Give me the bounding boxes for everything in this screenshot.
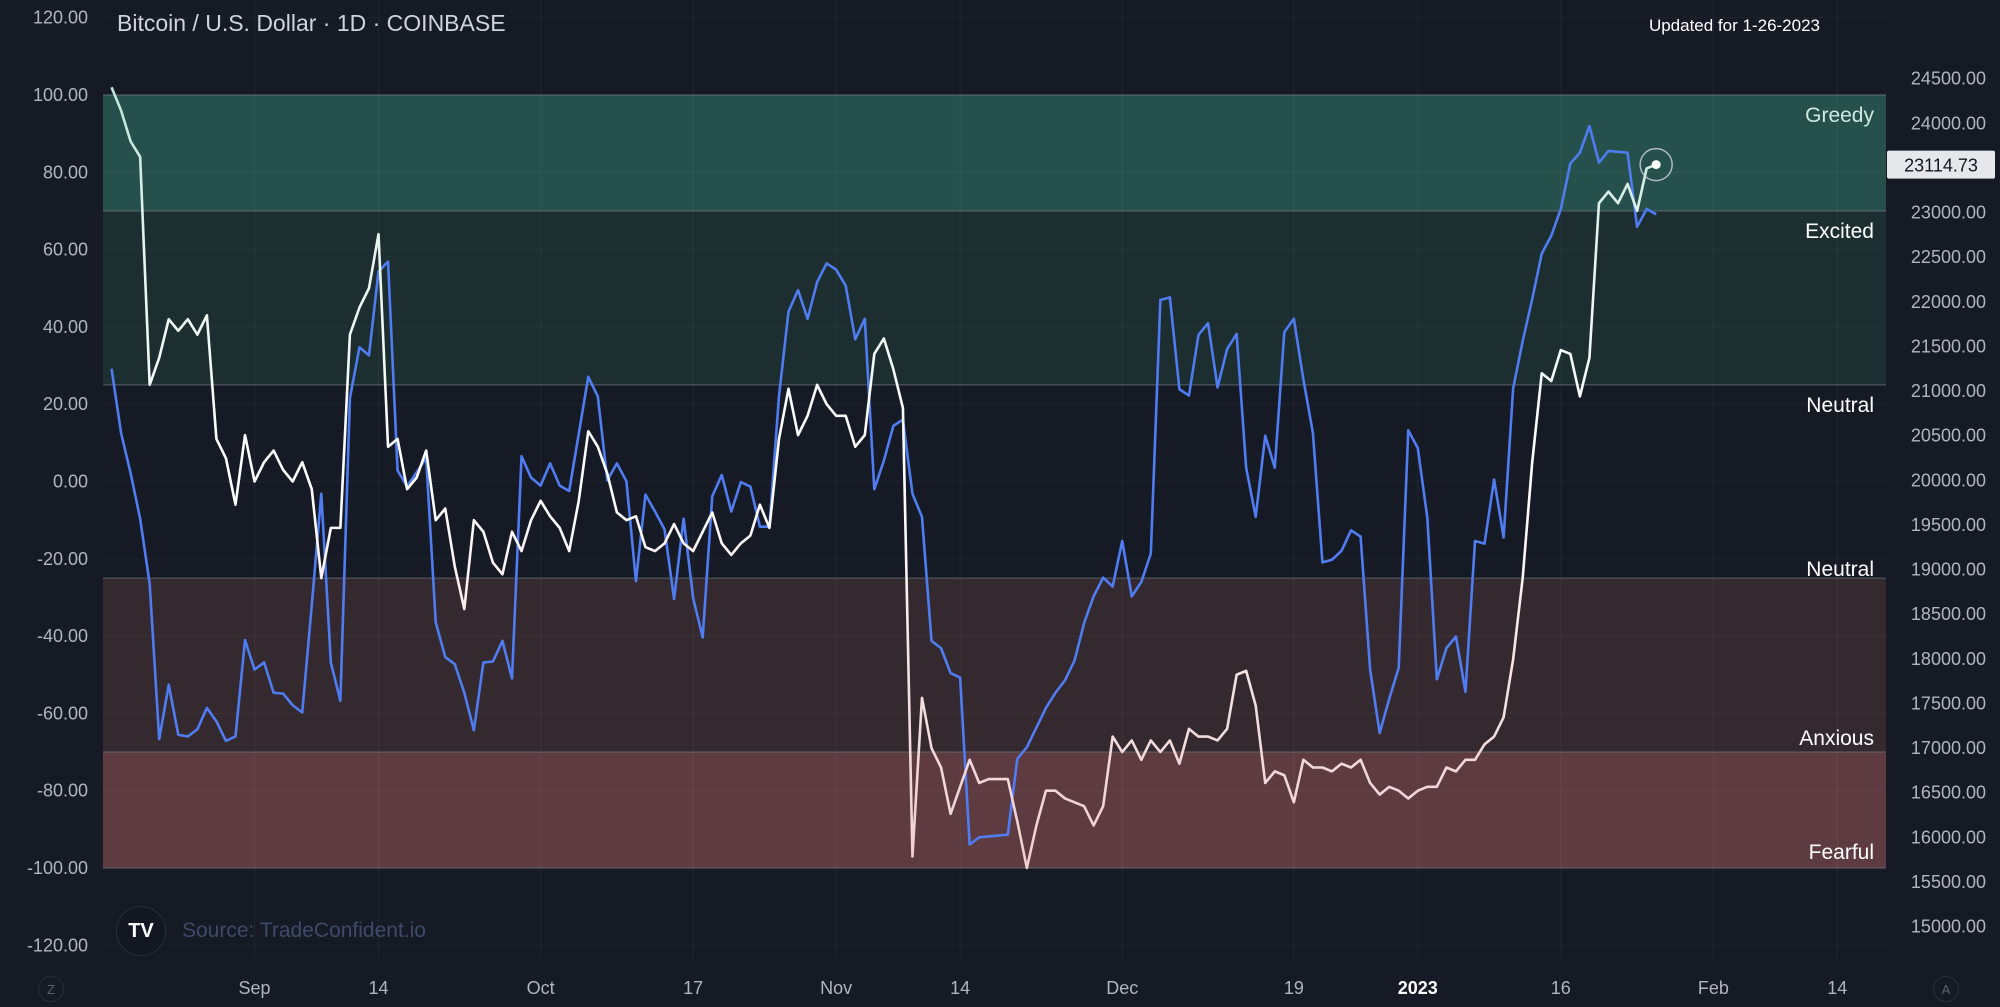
right-tick-label: 15000.00: [1911, 917, 1986, 937]
x-tick-label: 14: [950, 978, 970, 998]
left-tick-label: 20.00: [43, 394, 88, 414]
right-tick-label: 21500.00: [1911, 336, 1986, 356]
price-line: [110, 124, 1657, 846]
right-tick-label: 23000.00: [1911, 203, 1986, 223]
source-attribution[interactable]: TV Source: TradeConfident.io: [116, 906, 426, 956]
x-tick-label: 19: [1284, 978, 1304, 998]
x-tick-label: Feb: [1698, 978, 1729, 998]
source-text: Source: TradeConfident.io: [182, 919, 426, 942]
x-tick-label: 14: [368, 978, 388, 998]
zone-greedy: [103, 95, 1886, 211]
right-tick-label: 24500.00: [1911, 69, 1986, 89]
right-tick-label: 15500.00: [1911, 872, 1986, 892]
zone-label: Neutral: [1806, 394, 1874, 417]
x-tick-label: 14: [1827, 978, 1847, 998]
x-tick-label: 16: [1551, 978, 1571, 998]
last-price-badge: [1887, 150, 1995, 179]
sentiment-line: [110, 86, 1657, 870]
x-tick-label: 2023: [1398, 978, 1438, 998]
zone-label: Neutral: [1806, 558, 1874, 581]
right-tick-label: 17500.00: [1911, 693, 1986, 713]
right-tick-label: 21000.00: [1911, 381, 1986, 401]
zone-label: Excited: [1805, 220, 1874, 243]
left-tick-label: 0.00: [53, 472, 88, 492]
zone-labels: Greedy Excited Neutral Neutral Anxious Fearfu…: [1799, 104, 1874, 864]
chart-title: Bitcoin / U.S. Dollar · 1D · COINBASE: [117, 10, 506, 36]
right-tick-label: 16500.00: [1911, 783, 1986, 803]
tradingview-logo-icon[interactable]: TV: [116, 906, 166, 956]
x-tick-label: Oct: [527, 978, 555, 998]
right-tick-label: 16000.00: [1911, 827, 1986, 847]
zone-fearful: [103, 752, 1886, 868]
right-axis: 24500.0024000.0023500.0023000.0022500.00…: [1911, 69, 1986, 937]
left-tick-label: 40.00: [43, 317, 88, 337]
zone-anxious: [103, 578, 1886, 753]
last-price-markers: 23114.73: [1639, 147, 1995, 182]
right-tick-label: 18000.00: [1911, 649, 1986, 669]
right-tick-label: 24000.00: [1911, 113, 1986, 133]
left-tick-label: -120.00: [27, 935, 88, 955]
series-lines: [110, 86, 1657, 870]
left-axis-scale-button[interactable]: Z: [38, 976, 64, 1002]
auto-scale-button[interactable]: A: [1933, 976, 1959, 1002]
zone-excited: [103, 210, 1886, 385]
time-axis: Sep 14 Oct 17 Nov 14 Dec 19 2023 16 Feb 14: [239, 978, 1848, 998]
last-point-ring: [1639, 147, 1673, 182]
left-tick-label: -80.00: [37, 781, 88, 801]
left-tick-label: 80.00: [43, 162, 88, 182]
last-point-dot: [1651, 160, 1661, 170]
right-tick-label: 22000.00: [1911, 292, 1986, 312]
right-tick-label: 17000.00: [1911, 738, 1986, 758]
x-tick-label: Dec: [1106, 978, 1138, 998]
right-tick-label: 22500.00: [1911, 247, 1986, 267]
left-tick-label: -60.00: [37, 703, 88, 723]
left-axis: 120.00 100.00 80.00 60.00 40.00 20.00 0.00 -20.…: [27, 8, 88, 956]
updated-label: Updated for 1-26-2023: [1648, 16, 1820, 35]
right-tick-label: 20500.00: [1911, 426, 1986, 446]
last-price-label: 23114.73: [1904, 156, 1978, 176]
zone-label: Anxious: [1799, 727, 1874, 750]
left-tick-label: -20.00: [37, 549, 88, 569]
left-tick-label: 120.00: [33, 8, 88, 28]
grid: [103, 0, 1886, 958]
right-tick-label: 18500.00: [1911, 604, 1986, 624]
x-tick-label: 17: [683, 978, 703, 998]
x-tick-label: Sep: [239, 978, 271, 998]
right-tick-label: 19000.00: [1911, 560, 1986, 580]
zone-label: Greedy: [1805, 104, 1874, 127]
sentiment-zones: [103, 94, 1886, 869]
x-tick-label: Nov: [820, 978, 852, 998]
right-tick-label: 19500.00: [1911, 515, 1986, 535]
left-tick-label: 60.00: [43, 240, 88, 260]
left-tick-label: -100.00: [27, 858, 88, 878]
left-tick-label: 100.00: [33, 85, 88, 105]
zone-label: Fearful: [1809, 841, 1874, 864]
right-tick-label: 20000.00: [1911, 470, 1986, 490]
left-tick-label: -40.00: [37, 626, 88, 646]
